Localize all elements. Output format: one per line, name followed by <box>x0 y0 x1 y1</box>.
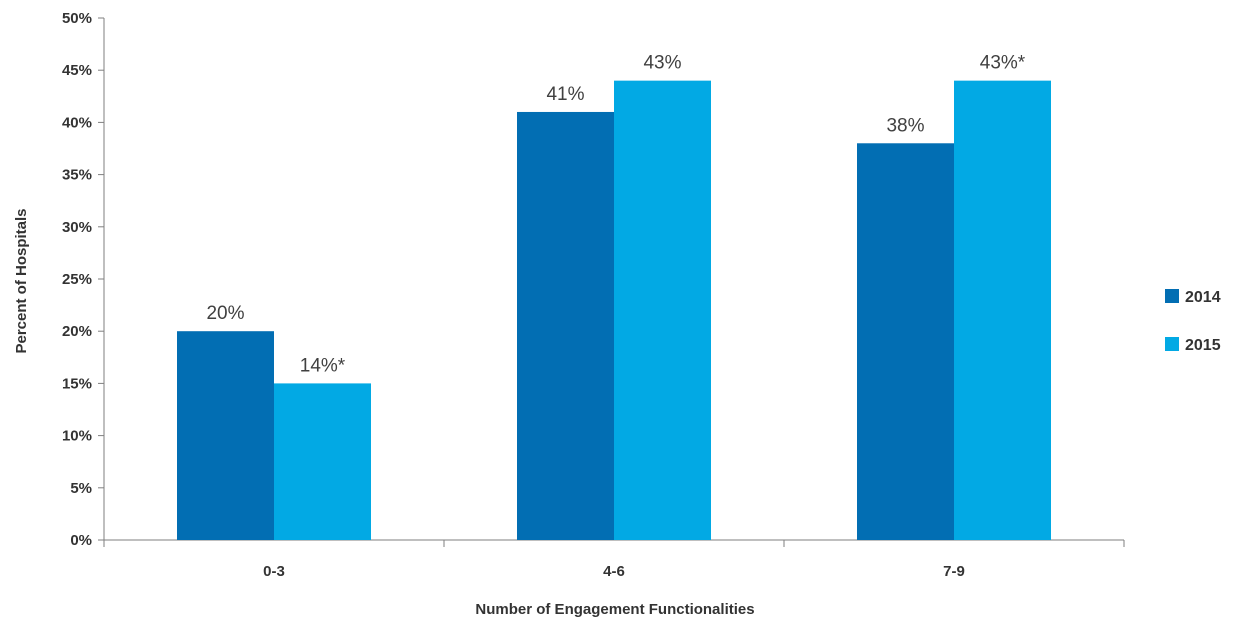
x-axis: 0-3 4-6 7-9 <box>103 539 1125 580</box>
y-axis: 0% 5% 10% 15% 20% 25% 30% 35% 40% 45% 50% <box>62 10 105 549</box>
x-category-label: 7-9 <box>943 563 965 580</box>
data-label: 43% <box>643 53 681 74</box>
data-label: 38% <box>886 115 924 136</box>
data-label: 43%* <box>980 53 1026 74</box>
y-tick-label: 30% <box>62 219 92 236</box>
y-tick-label: 45% <box>62 62 92 79</box>
y-tick-label: 50% <box>62 10 92 27</box>
bar-2014-0-3 <box>177 331 274 540</box>
bar-2014-4-6 <box>517 111 614 541</box>
bars <box>177 80 1051 541</box>
y-tick-label: 10% <box>62 428 92 445</box>
y-tick-label: 25% <box>62 271 92 288</box>
legend-swatch-2014 <box>1165 289 1179 303</box>
y-tick-label: 20% <box>62 323 92 340</box>
bar-2015-7-9 <box>954 80 1051 540</box>
data-label: 14%* <box>300 355 346 376</box>
bar-2014-7-9 <box>857 143 954 540</box>
bar-2015-0-3 <box>274 383 371 540</box>
legend-swatch-2015 <box>1165 337 1179 351</box>
bar-2015-4-6 <box>614 80 711 540</box>
data-label: 41% <box>546 84 584 105</box>
y-tick-label: 40% <box>62 114 92 131</box>
y-axis-title: Percent of Hospitals <box>13 208 30 353</box>
legend-label: 2014 <box>1185 289 1221 306</box>
data-label: 20% <box>206 303 244 324</box>
y-tick-label: 0% <box>70 532 92 549</box>
legend: 2014 2015 <box>1165 289 1221 354</box>
y-tick-label: 5% <box>70 480 92 497</box>
x-category-label: 4-6 <box>603 563 625 580</box>
y-tick-label: 15% <box>62 375 92 392</box>
x-category-label: 0-3 <box>263 563 285 580</box>
x-axis-title: Number of Engagement Functionalities <box>475 601 754 617</box>
y-tick-label: 35% <box>62 167 92 184</box>
legend-label: 2015 <box>1185 337 1221 354</box>
data-labels: 20% 14%* 41% 43% 38% 43%* <box>206 53 1025 377</box>
